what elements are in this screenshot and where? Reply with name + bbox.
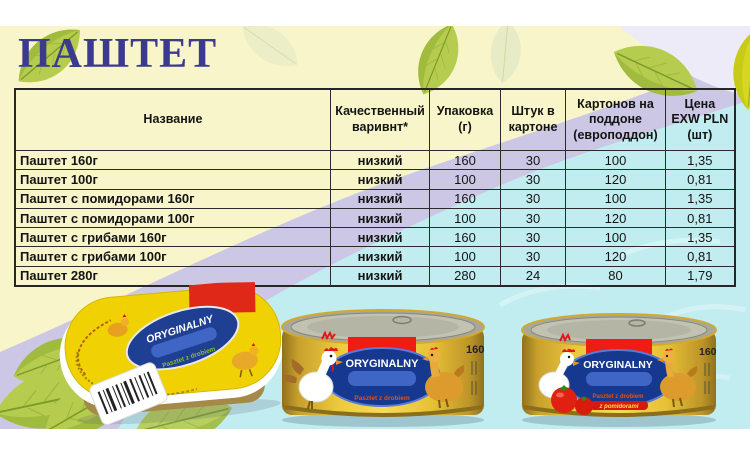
- cell-pack: 160: [429, 188, 501, 209]
- product-table: Название Качественный варивнт* Упаковка …: [14, 88, 736, 288]
- cell-price: 1,79: [664, 265, 736, 287]
- hen-icon: [657, 348, 698, 408]
- cell-quality: низкий: [329, 149, 431, 171]
- cell-pack: 160: [429, 227, 501, 248]
- brand-oval: ORYGINALNY Pasztet z drobiem: [323, 347, 441, 407]
- cell-price: 1,35: [664, 149, 736, 171]
- can-lid: [521, 313, 717, 347]
- table-header: Название Качественный варивнт* Упаковка …: [14, 88, 736, 151]
- brand-oval: ORYGINALNY Pasztet z drobiem: [125, 305, 240, 371]
- cell-carton: 24: [499, 265, 567, 287]
- col-header-quality: Качественный варивнт*: [329, 88, 431, 151]
- cell-quality: низкий: [329, 246, 431, 267]
- cell-carton: 30: [499, 188, 567, 209]
- table-row: Паштет с грибами 160г низкий 160 30 100 …: [14, 227, 736, 248]
- cell-pallet: 120: [565, 207, 666, 229]
- cell-pack: 100: [429, 207, 501, 229]
- cell-quality: низкий: [329, 227, 431, 248]
- product-image-tray-pate: ORYGINALNY Pasztet z drobiem: [59, 282, 284, 425]
- cell-name: Паштет с помидорами 100г: [14, 207, 331, 229]
- table-row: Паштет 280г низкий 280 24 80 1,79: [14, 265, 736, 287]
- product-image-can-pate-tomato: ORYGINALNY Pasztet z drobiem z pomidoram…: [521, 313, 717, 427]
- cell-quality: низкий: [329, 265, 431, 287]
- table-row: Паштет с помидорами 100г низкий 100 30 1…: [14, 207, 736, 229]
- table-row: Паштет 160г низкий 160 30 100 1,35: [14, 149, 736, 171]
- table-row: Паштет с помидорами 160г низкий 160 30 1…: [14, 188, 736, 209]
- cell-price: 0,81: [664, 246, 736, 267]
- cell-name: Паштет 280г: [14, 265, 331, 287]
- col-header-price: Цена EXW PLN (шт): [664, 88, 736, 151]
- cell-pallet: 100: [565, 149, 666, 171]
- cell-pallet: 80: [565, 265, 666, 287]
- cell-carton: 30: [499, 149, 567, 171]
- barcode: [89, 362, 168, 425]
- product-subtext: Pasztet z drobiem: [354, 395, 409, 402]
- cell-carton: 30: [499, 169, 567, 190]
- product-subtext: Pasztet z drobiem: [592, 394, 643, 400]
- page-title: ПАШТЕТ: [18, 31, 218, 77]
- rooster-icon: [538, 332, 580, 399]
- cell-carton: 30: [499, 227, 567, 248]
- col-header-name: Название: [14, 88, 331, 151]
- cell-price: 0,81: [664, 169, 736, 190]
- cell-price: 0,81: [664, 207, 736, 229]
- red-tab: [188, 282, 256, 314]
- tomatoes-icon: [551, 385, 593, 415]
- cell-pack: 160: [429, 149, 501, 171]
- brand-text: ORYGINALNY: [346, 358, 420, 370]
- cell-name: Паштет с грибами 100г: [14, 246, 331, 267]
- cell-carton: 30: [499, 207, 567, 229]
- cell-name: Паштет 160г: [14, 149, 331, 171]
- cell-name: Паштет с грибами 160г: [14, 227, 331, 248]
- brand-oval: ORYGINALNY Pasztet z drobiem z pomidoram…: [561, 349, 675, 410]
- weight-text: 160: [466, 344, 484, 356]
- rooster-icon: [282, 330, 343, 410]
- top-white-strip: [0, 0, 750, 26]
- col-header-pallet: Картонов на поддоне (европоддон): [565, 88, 666, 151]
- can-lid: [281, 309, 485, 345]
- table-row: Паштет 100г низкий 100 30 120 0,81: [14, 169, 736, 190]
- product-image-can-pate: ORYGINALNY Pasztet z drobiem: [281, 309, 485, 427]
- cell-quality: низкий: [329, 207, 431, 229]
- cell-name: Паштет 100г: [14, 169, 331, 190]
- chicken-icon: [107, 314, 259, 378]
- cell-pallet: 100: [565, 227, 666, 248]
- cell-pallet: 120: [565, 246, 666, 267]
- brand-text: ORYGINALNY: [583, 359, 653, 371]
- cell-pallet: 100: [565, 188, 666, 209]
- col-header-carton: Штук в картоне: [499, 88, 567, 151]
- cell-price: 1,35: [664, 227, 736, 248]
- cell-quality: низкий: [329, 169, 431, 190]
- variant-text: z pomidorami: [598, 404, 638, 410]
- bottom-white-strip: [0, 429, 750, 450]
- cell-pack: 280: [429, 265, 501, 287]
- cell-pack: 100: [429, 246, 501, 267]
- weight-text: 160: [699, 346, 717, 358]
- hen-icon: [422, 347, 465, 409]
- cell-carton: 30: [499, 246, 567, 267]
- cell-pack: 100: [429, 169, 501, 190]
- cell-price: 1,35: [664, 188, 736, 209]
- table-row: Паштет с грибами 100г низкий 100 30 120 …: [14, 246, 736, 267]
- col-header-pack: Упаковка (г): [429, 88, 501, 151]
- cell-name: Паштет с помидорами 160г: [14, 188, 331, 209]
- cell-quality: низкий: [329, 188, 431, 209]
- cell-pallet: 120: [565, 169, 666, 190]
